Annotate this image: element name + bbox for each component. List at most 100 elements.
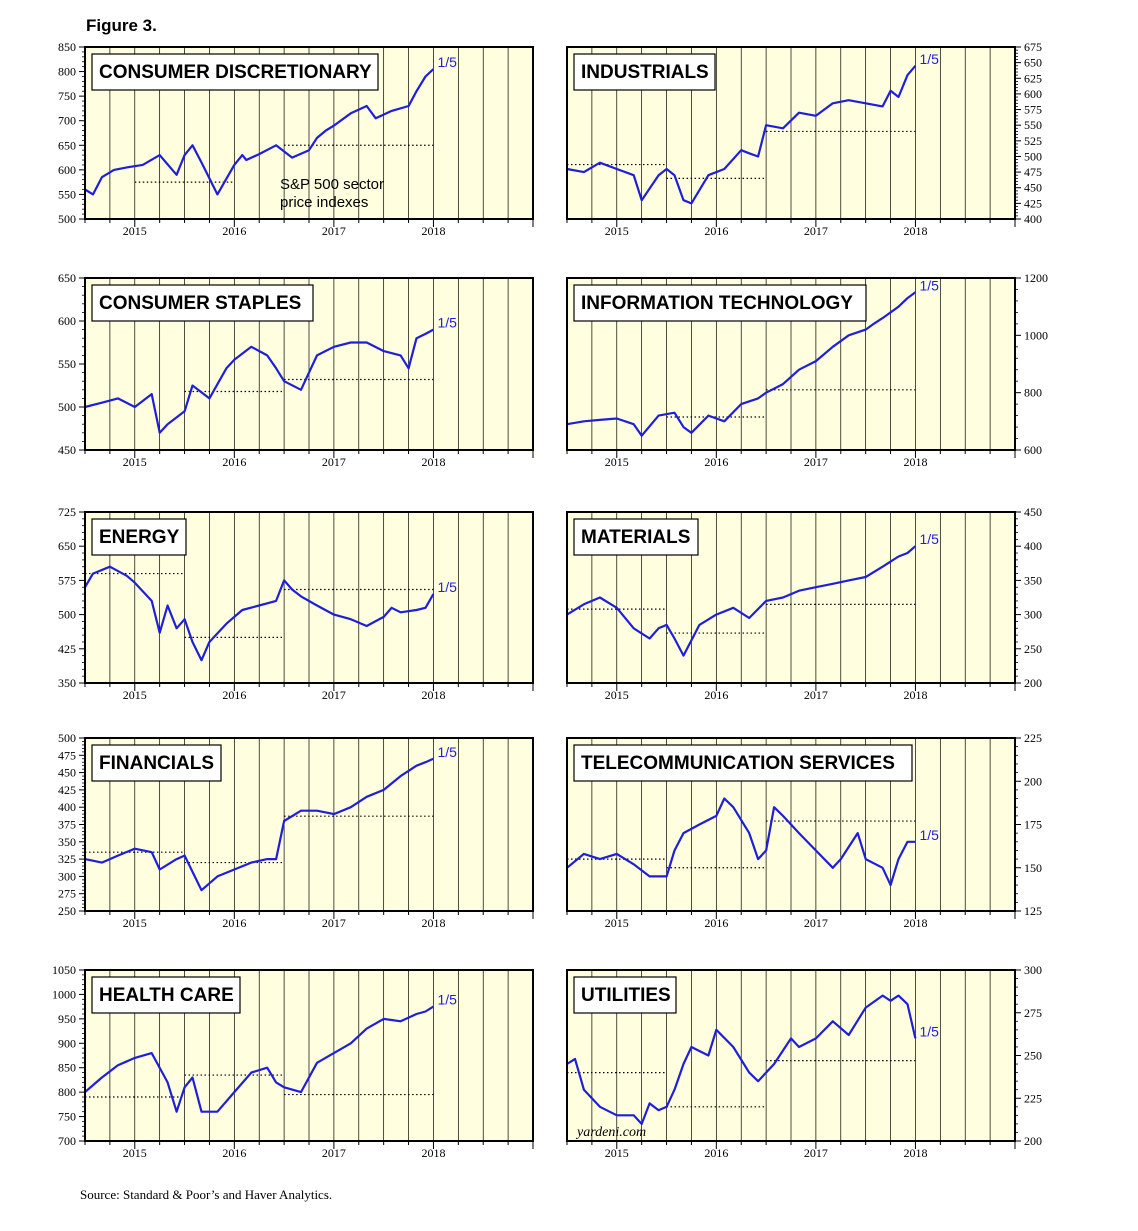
end-date-label: 1/5 — [919, 531, 939, 547]
y-tick-label: 275 — [1024, 1006, 1042, 1020]
x-tick-label: 2018 — [903, 455, 927, 469]
x-tick-label: 2017 — [804, 688, 828, 702]
end-date-label: 1/5 — [919, 1023, 939, 1039]
panel-financials: 1/5 250 275 300 325 350 375 400 425 450 475 500 2015… — [58, 731, 534, 930]
y-tick-label: 300 — [1024, 608, 1042, 622]
panel-title: ENERGY — [99, 527, 180, 548]
x-tick-label: 2015 — [123, 688, 147, 702]
y-tick-label: 200 — [1024, 676, 1042, 690]
x-tick-label: 2018 — [903, 1146, 927, 1160]
x-tick-label: 2015 — [605, 916, 629, 930]
y-tick-label: 450 — [1024, 181, 1042, 195]
y-tick-label: 200 — [1024, 1134, 1042, 1148]
y-tick-label: 800 — [1024, 386, 1042, 400]
y-tick-label: 500 — [58, 400, 76, 414]
y-tick-label: 700 — [58, 1134, 76, 1148]
end-date-label: 1/5 — [437, 54, 457, 70]
y-tick-label: 750 — [58, 89, 76, 103]
panel-title: FINANCIALS — [99, 753, 214, 774]
series-line — [566, 545, 917, 657]
y-tick-label: 725 — [58, 505, 76, 519]
x-tick-label: 2015 — [123, 224, 147, 238]
x-tick-label: 2017 — [322, 916, 346, 930]
title-box — [573, 284, 867, 322]
y-tick-label: 950 — [58, 1012, 76, 1026]
panel-materials: 1/5 200 250 300 350 400 450 2015 2016 2017 2018 MAT… — [566, 505, 1042, 702]
x-tick-label: 2017 — [322, 455, 346, 469]
end-date-label: 1/5 — [919, 277, 939, 293]
end-date-label: 1/5 — [437, 992, 457, 1008]
y-tick-label: 600 — [58, 314, 76, 328]
y-tick-label: 300 — [58, 869, 76, 883]
end-date-label: 1/5 — [919, 827, 939, 843]
y-tick-label: 400 — [1024, 212, 1042, 226]
y-tick-label: 550 — [1024, 118, 1042, 132]
panel-telecommunication-services: 1/5 125 150 175 200 225 2015 2016 2017 2018 TELECO… — [566, 731, 1042, 930]
y-tick-label: 150 — [1024, 861, 1042, 875]
panel-title: INFORMATION TECHNOLOGY — [581, 293, 853, 314]
panel-consumer-discretionary: 1/5 500 550 600 650 700 750 800 850 2015 2016 2017 2… — [58, 40, 534, 238]
title-box — [91, 744, 222, 782]
x-tick-label: 2017 — [804, 455, 828, 469]
y-tick-label: 800 — [58, 65, 76, 79]
y-tick-label: 675 — [1024, 40, 1042, 54]
y-tick-label: 425 — [1024, 196, 1042, 210]
y-tick-label: 175 — [1024, 818, 1042, 832]
y-tick-label: 600 — [58, 163, 76, 177]
y-tick-label: 250 — [1024, 642, 1042, 656]
x-tick-label: 2016 — [222, 455, 246, 469]
y-tick-label: 1000 — [1024, 328, 1048, 342]
x-tick-label: 2016 — [222, 224, 246, 238]
y-tick-label: 450 — [58, 443, 76, 457]
y-tick-label: 550 — [58, 357, 76, 371]
x-tick-label: 2015 — [605, 224, 629, 238]
y-tick-label: 250 — [1024, 1049, 1042, 1063]
x-tick-label: 2018 — [903, 916, 927, 930]
series-line — [566, 797, 916, 887]
panel-title: CONSUMER DISCRETIONARY — [99, 62, 372, 83]
title-box — [91, 518, 187, 556]
title-box — [573, 976, 677, 1014]
end-date-label: 1/5 — [919, 51, 939, 67]
x-tick-label: 2017 — [322, 1146, 346, 1160]
y-tick-label: 525 — [1024, 134, 1042, 148]
end-date-label: 1/5 — [437, 315, 457, 331]
x-tick-label: 2018 — [421, 455, 445, 469]
series-line — [84, 68, 435, 196]
y-tick-label: 350 — [1024, 573, 1042, 587]
panel-utilities: 1/5 200 225 250 275 300 2015 2016 2017 2018 UTILIT… — [566, 963, 1042, 1160]
y-tick-label: 375 — [58, 818, 76, 832]
x-tick-label: 2018 — [903, 224, 927, 238]
watermark: yardeni.com — [575, 1125, 646, 1140]
y-tick-label: 1050 — [52, 963, 76, 977]
y-tick-label: 450 — [1024, 505, 1042, 519]
x-tick-label: 2017 — [804, 224, 828, 238]
panel-information-technology: 1/5 600 800 1000 1200 2015 2016 2017 2018 INFORMA… — [566, 271, 1048, 469]
y-tick-label: 400 — [58, 800, 76, 814]
x-tick-label: 2017 — [322, 224, 346, 238]
y-tick-label: 125 — [1024, 904, 1042, 918]
y-tick-label: 1000 — [52, 987, 76, 1001]
end-date-label: 1/5 — [437, 579, 457, 595]
source-note: Source: Standard & Poor’s and Haver Anal… — [80, 1187, 333, 1202]
y-tick-label: 225 — [1024, 1091, 1042, 1105]
note-text: S&P 500 sector — [280, 176, 384, 193]
title-box — [91, 284, 314, 322]
y-tick-label: 850 — [58, 1061, 76, 1075]
x-tick-label: 2018 — [421, 916, 445, 930]
panel-title: UTILITIES — [581, 985, 671, 1006]
x-tick-label: 2015 — [605, 1146, 629, 1160]
panel-energy: 1/5 350 425 500 575 650 725 2015 2016 2017 2018 ENE… — [58, 505, 534, 702]
y-tick-label: 850 — [58, 40, 76, 54]
x-tick-label: 2015 — [123, 1146, 147, 1160]
series-line — [566, 291, 917, 437]
panel-title: CONSUMER STAPLES — [99, 293, 301, 314]
y-tick-label: 600 — [1024, 443, 1042, 457]
series-line — [566, 994, 917, 1126]
y-tick-label: 350 — [58, 835, 76, 849]
panel-title: HEALTH CARE — [99, 985, 234, 1006]
y-tick-label: 750 — [58, 1110, 76, 1124]
y-tick-label: 575 — [1024, 103, 1042, 117]
x-tick-label: 2018 — [903, 688, 927, 702]
